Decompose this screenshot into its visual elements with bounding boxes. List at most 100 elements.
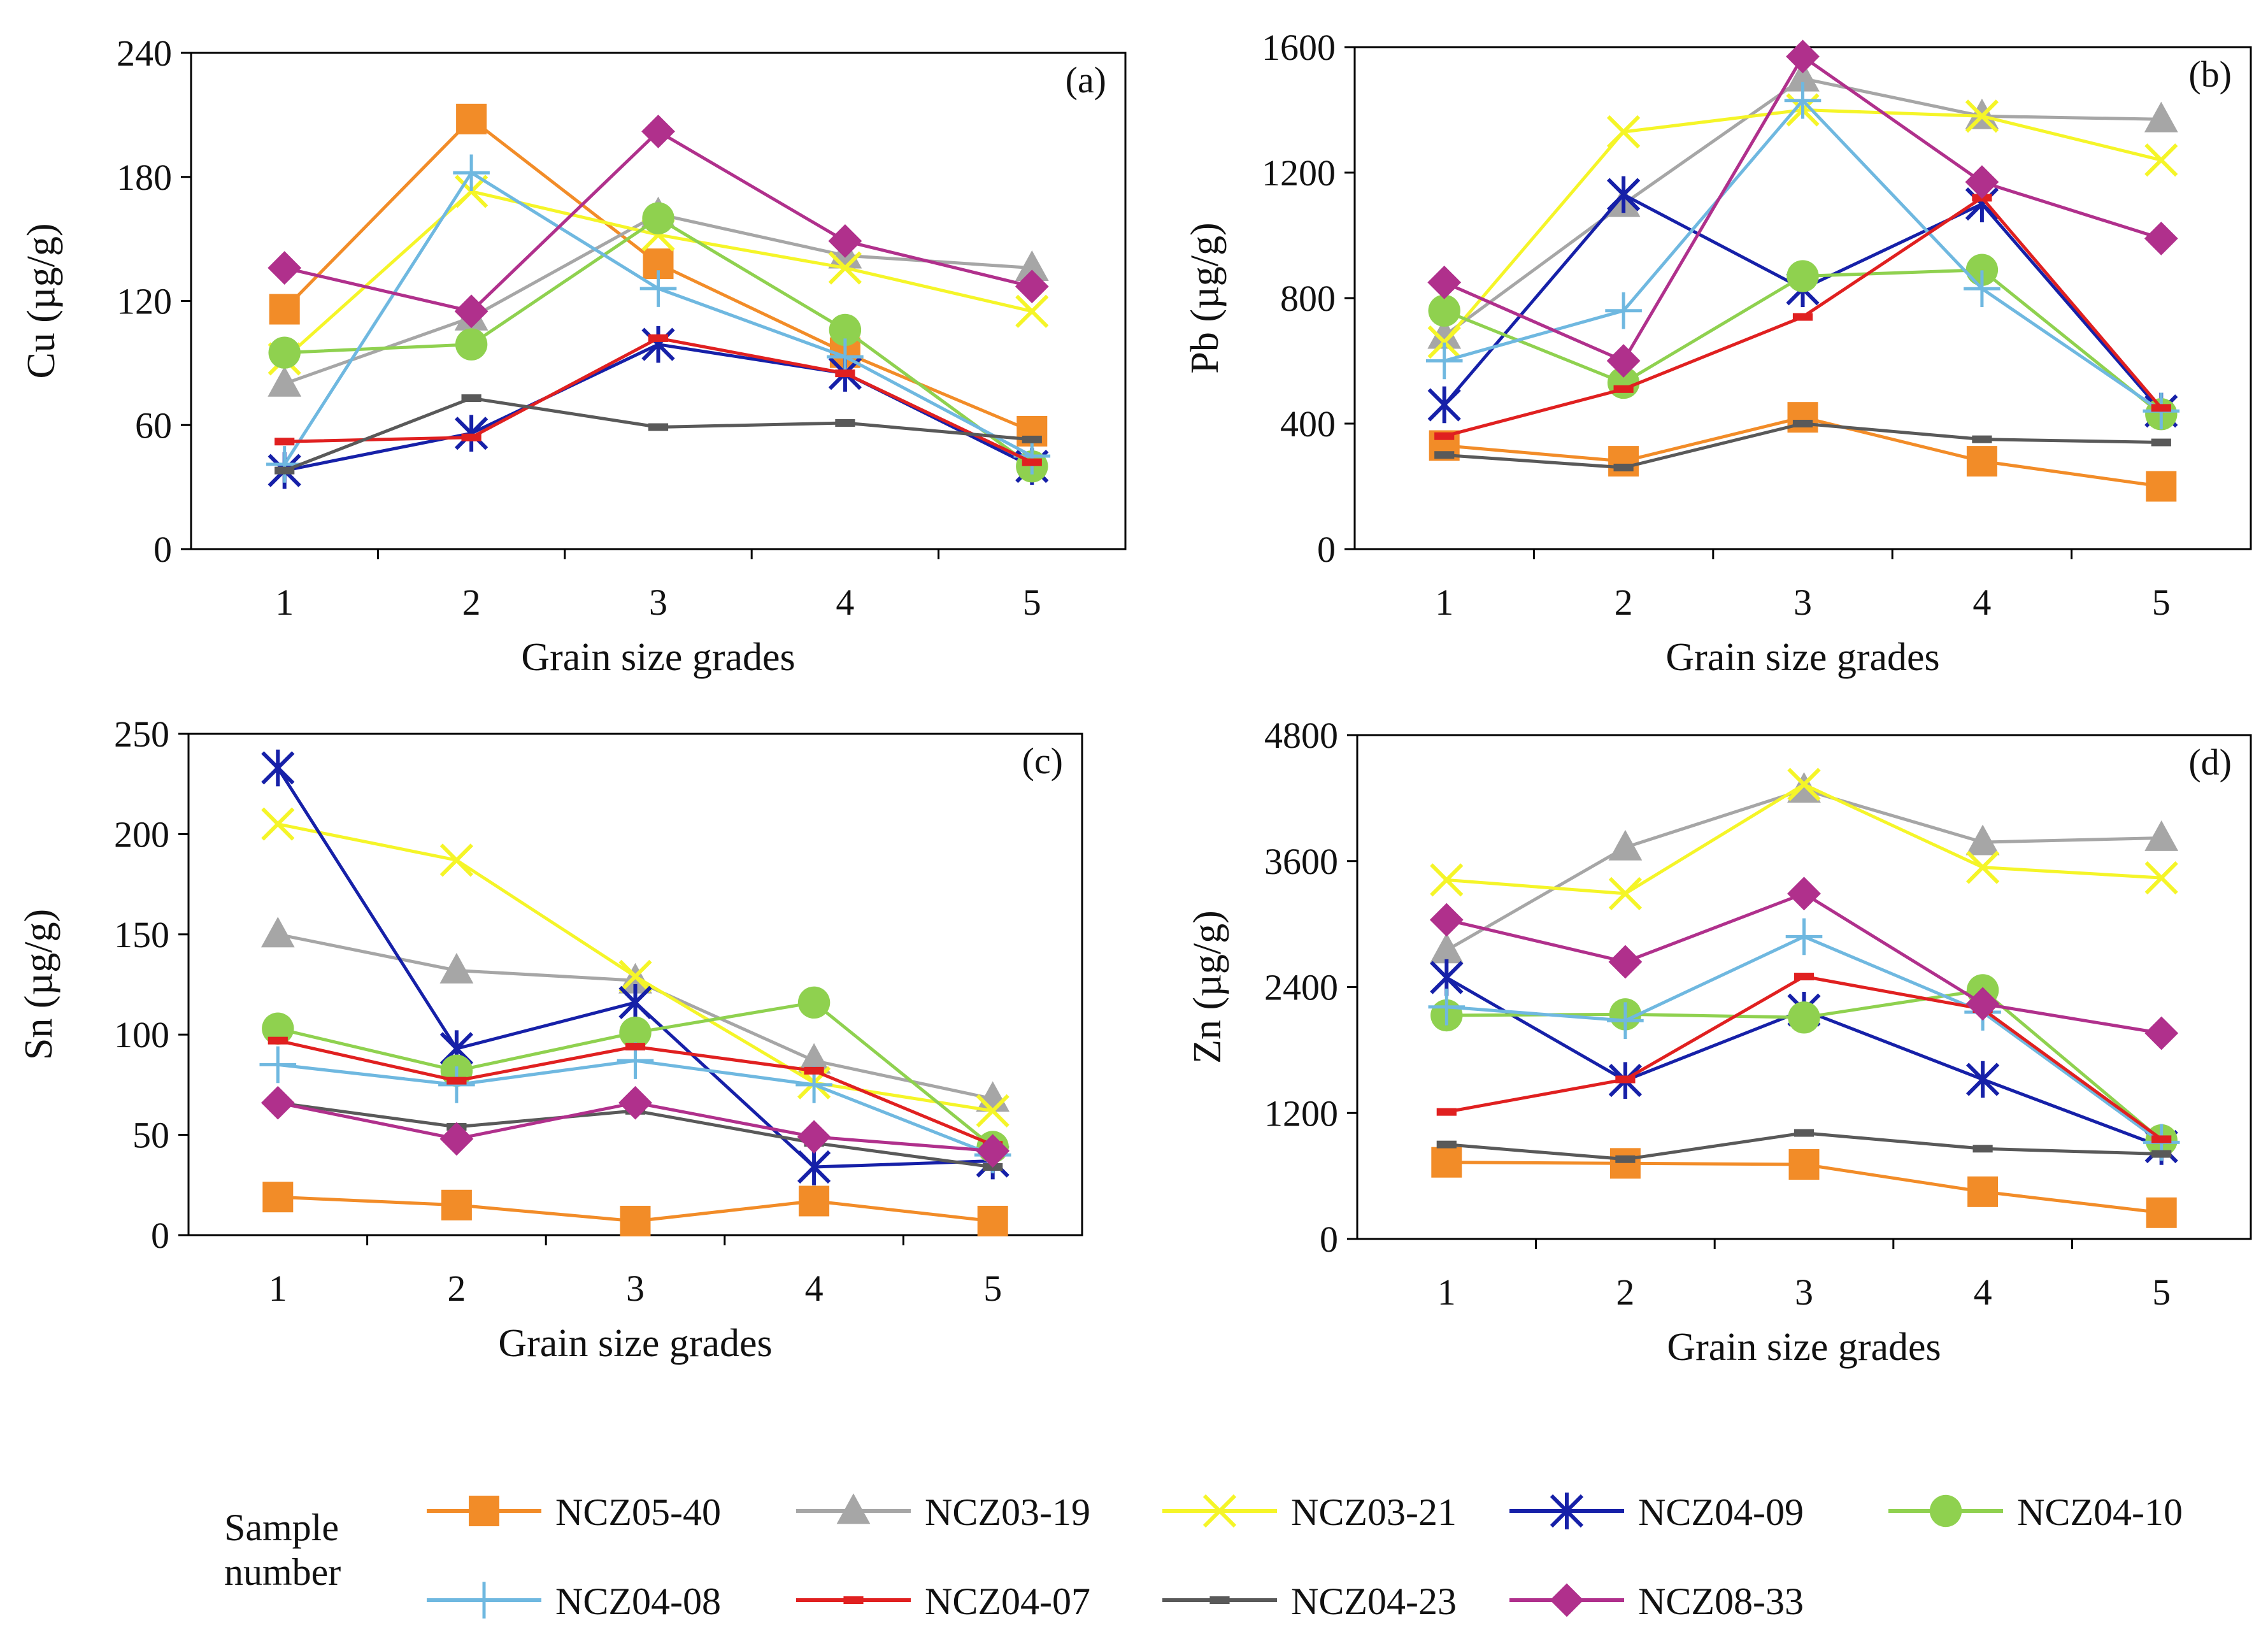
series-NCZ04-10	[268, 202, 1048, 483]
x-tick-label: 4	[1972, 582, 1991, 623]
series-NCZ08-33	[1429, 877, 2179, 1050]
data-point	[275, 438, 295, 446]
data-point	[1615, 1075, 1636, 1084]
data-point	[275, 466, 295, 475]
data-point	[2144, 101, 2178, 132]
x-tick-label: 5	[2152, 1271, 2171, 1313]
data-point	[639, 270, 677, 307]
y-tick-label: 800	[1280, 278, 1336, 319]
data-point	[438, 1066, 475, 1103]
data-point	[1015, 250, 1049, 281]
data-point	[1608, 945, 1643, 979]
y-axis-label: Cu (µg/g)	[20, 223, 63, 378]
data-point	[625, 1043, 646, 1051]
data-point	[1965, 850, 2000, 884]
legend-marker	[843, 1596, 864, 1604]
x-tick-label: 3	[626, 1268, 645, 1309]
data-point	[2151, 1135, 2172, 1143]
data-point	[1784, 82, 1822, 119]
series-NCZ05-40	[1429, 402, 2177, 502]
series-NCZ04-09	[267, 326, 1049, 489]
data-point	[455, 328, 488, 361]
data-point	[1608, 877, 1643, 910]
data-point	[1965, 254, 1999, 286]
panel-label: (a)	[1066, 59, 1106, 101]
x-tick-label: 4	[805, 1268, 824, 1309]
series-NCZ05-40	[262, 1182, 1008, 1236]
data-point	[1429, 933, 1464, 964]
y-axis-label: Sn (µg/g)	[17, 909, 61, 1060]
data-point	[268, 336, 301, 369]
legend-label: NCZ04-07	[925, 1580, 1090, 1622]
legend-label: NCZ04-10	[2017, 1491, 2183, 1533]
legend-marker	[1202, 1494, 1237, 1528]
x-tick-label: 4	[1974, 1271, 1992, 1313]
legend-entry-NCZ04-07: NCZ04-07	[796, 1580, 1090, 1622]
data-point	[260, 917, 295, 948]
panel-2: 0 400 800 1200 1600 1 2 3 4 5 Grain size grades Pb …	[1183, 27, 2252, 679]
legend-marker	[1550, 1583, 1584, 1617]
data-point	[1967, 1176, 1999, 1207]
legend-marker	[1209, 1596, 1230, 1604]
data-point	[1022, 458, 1042, 466]
data-point	[1427, 325, 1461, 359]
data-point	[1964, 270, 2001, 308]
legend-entry-NCZ03-21: NCZ03-21	[1162, 1491, 1457, 1533]
data-point	[454, 415, 489, 452]
data-point	[618, 984, 652, 1021]
data-point	[797, 1120, 831, 1154]
data-point	[262, 1012, 294, 1045]
data-point	[1788, 1149, 1820, 1180]
data-point	[618, 959, 652, 994]
y-tick-label: 3600	[1264, 841, 1338, 882]
data-point	[439, 843, 474, 877]
data-point	[1605, 292, 1642, 329]
x-tick-label: 1	[1437, 1271, 1456, 1313]
series-NCZ04-08	[1428, 918, 2180, 1161]
legend-title-line1: Sample	[224, 1506, 339, 1549]
data-point	[1434, 432, 1455, 440]
data-point	[1966, 446, 1997, 477]
data-point	[260, 1085, 295, 1120]
legend-entry-NCZ08-33: NCZ08-33	[1509, 1580, 1804, 1622]
data-point	[1429, 903, 1464, 937]
data-point	[1607, 1002, 1644, 1040]
x-axis-label: Grain size grades	[521, 636, 795, 679]
data-point	[2144, 222, 2178, 255]
data-point	[1425, 342, 1463, 380]
data-point	[2151, 438, 2171, 447]
data-point	[835, 369, 855, 378]
series-NCZ08-33	[267, 114, 1049, 329]
data-point	[797, 986, 831, 1019]
data-point	[1787, 260, 1819, 292]
x-tick-label: 5	[1023, 582, 1041, 623]
data-point	[976, 1134, 1010, 1168]
data-point	[1428, 294, 1460, 327]
data-point	[648, 423, 669, 431]
legend-label: NCZ03-19	[925, 1491, 1090, 1533]
data-point	[2144, 143, 2178, 177]
data-point	[261, 749, 295, 787]
data-point	[2146, 471, 2177, 502]
data-point	[1786, 61, 1820, 92]
data-point	[1792, 420, 1813, 427]
x-tick-label: 3	[1794, 582, 1812, 623]
x-axis-label: Grain size grades	[1665, 636, 1939, 679]
data-point	[1427, 318, 1462, 349]
data-point	[1965, 987, 2000, 1021]
panel-4: 0 1200 2400 3600 4800 1 2 3 4 5 Grain size grades Z…	[1186, 715, 2252, 1369]
data-point	[259, 1046, 297, 1084]
y-tick-label: 0	[1317, 529, 1336, 570]
y-tick-label: 180	[117, 157, 172, 198]
data-point	[797, 1149, 831, 1185]
y-tick-label: 120	[117, 281, 172, 322]
legend-entry-NCZ04-09: NCZ04-09	[1509, 1491, 1804, 1533]
data-point	[1972, 1145, 1993, 1153]
data-point	[1785, 918, 1823, 955]
x-tick-label: 2	[447, 1268, 466, 1309]
data-point	[2151, 404, 2171, 412]
data-point	[618, 1085, 652, 1120]
data-point	[1430, 863, 1464, 897]
data-point	[1794, 973, 1815, 981]
data-point	[827, 338, 864, 375]
